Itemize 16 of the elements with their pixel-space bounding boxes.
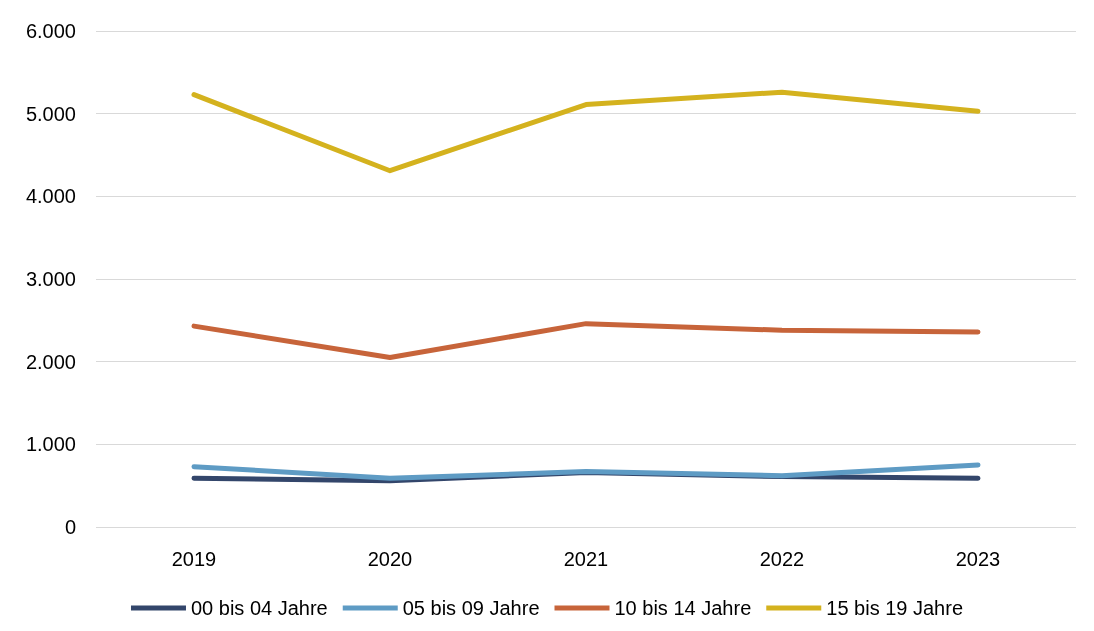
x-tick-label: 2019 xyxy=(171,548,217,570)
y-tick-label: 6.000 xyxy=(25,20,76,42)
legend-label: 05 bis 09 Jahre xyxy=(402,597,540,619)
x-tick-label: 2022 xyxy=(759,548,805,570)
x-tick-label: 2020 xyxy=(367,548,413,570)
x-tick-label: 2023 xyxy=(955,548,1001,570)
y-tick-label: 2.000 xyxy=(25,350,76,373)
legend-label: 15 bis 19 Jahre xyxy=(826,597,964,619)
y-tick-label: 5.000 xyxy=(25,102,76,125)
y-tick-label: 1.000 xyxy=(25,433,76,456)
legend-label: 00 bis 04 Jahre xyxy=(190,597,328,619)
legend-label: 10 bis 14 Jahre xyxy=(614,597,752,619)
y-tick-label: 0 xyxy=(64,516,76,538)
x-tick-label: 2021 xyxy=(563,548,609,570)
y-tick-label: 4.000 xyxy=(25,185,76,208)
y-tick-label: 3.000 xyxy=(25,268,76,290)
